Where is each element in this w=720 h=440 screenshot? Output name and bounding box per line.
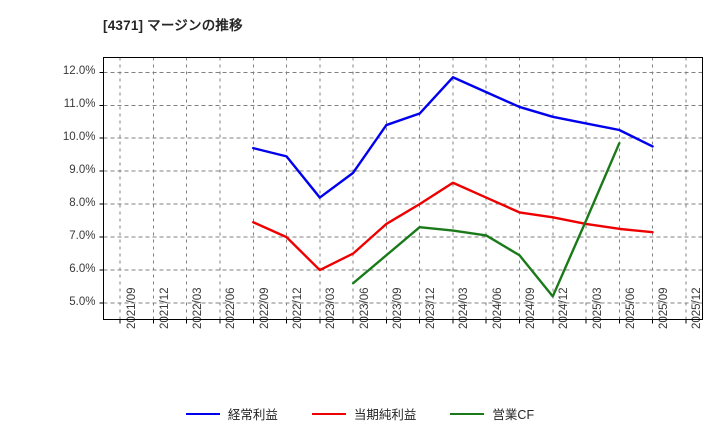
y-tick-label: 8.0%	[69, 196, 96, 209]
grid-lines	[103, 57, 703, 320]
y-tick-label: 6.0%	[69, 262, 96, 275]
y-tick-label: 9.0%	[69, 163, 96, 176]
legend-label: 経常利益	[227, 408, 278, 422]
legend-line-swatch	[450, 412, 485, 415]
y-tick-label: 10.0%	[62, 130, 96, 143]
series-line	[252, 76, 654, 199]
axis-frame-rect	[102, 56, 704, 321]
y-tick-label: 12.0%	[62, 64, 96, 77]
y-tick-label: 11.0%	[63, 97, 96, 110]
series-line	[351, 141, 621, 298]
legend-item[interactable]: 経常利益	[185, 404, 278, 423]
legend-item[interactable]: 当期純利益	[311, 404, 417, 423]
legend-item[interactable]: 営業CF	[450, 404, 534, 423]
y-tick-label: 5.0%	[69, 295, 96, 308]
legend-label: 営業CF	[492, 408, 535, 422]
legend-line-swatch	[185, 412, 220, 415]
series-line	[252, 181, 654, 272]
legend-line-swatch	[311, 412, 346, 415]
data-series-layer	[252, 76, 654, 298]
axis-tick-marks	[99, 71, 687, 324]
axis-frame	[102, 56, 704, 321]
chart-legend: 経常利益 当期純利益 営業CF	[0, 404, 720, 423]
y-tick-label: 7.0%	[69, 229, 96, 242]
legend-label: 当期純利益	[353, 408, 417, 422]
chart-title: [4371] マージンの推移	[103, 18, 243, 33]
